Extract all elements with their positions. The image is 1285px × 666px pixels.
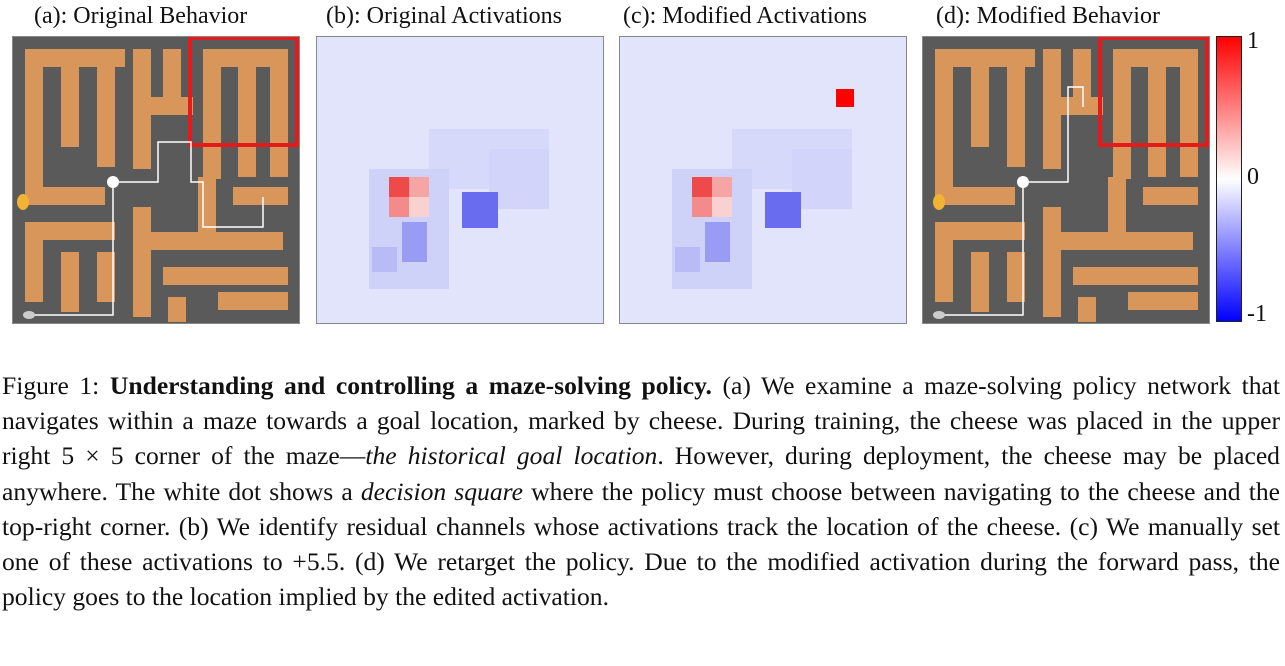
historical-goal-box-d: [1098, 37, 1209, 147]
maze-d-svg: [923, 37, 1209, 323]
heatmap-c-svg: [620, 37, 906, 323]
panel-c-title: (c): Modified Activations: [623, 3, 867, 29]
panel-b-title: (b): Original Activations: [326, 3, 562, 29]
activations-modified: [619, 36, 907, 324]
maze-corridors: [25, 49, 288, 322]
activations-original: [316, 36, 604, 324]
mouse-icon-d: [933, 311, 945, 319]
caption-emphasis-1: the historical goal location: [365, 441, 658, 471]
caption-prefix: Figure 1:: [2, 371, 110, 400]
caption-math: 5 × 5: [61, 441, 124, 471]
colorbar-max-label: 1: [1247, 28, 1259, 54]
colorbar-min-label: -1: [1247, 301, 1267, 327]
caption-emphasis-2: decision square: [360, 476, 524, 506]
figure-caption: Figure 1: Understanding and controlling …: [2, 368, 1280, 614]
caption-text-3: . However, during deployment, the cheese…: [2, 441, 1280, 506]
heatmap-b-cells: [369, 129, 549, 289]
agent-trajectory: [25, 141, 264, 316]
colorbar-mid-label: 0: [1247, 164, 1259, 190]
cheese-icon: [17, 194, 29, 210]
caption-text-2: corner of the maze—: [123, 441, 366, 471]
mouse-icon: [23, 311, 35, 319]
cheese-icon-d: [933, 194, 945, 210]
agent-trajectory-d: [935, 86, 1084, 316]
caption-title: Understanding and controlling a maze-sol…: [109, 371, 712, 400]
maze-modified-behavior: [922, 36, 1210, 324]
heatmap-b-svg: [317, 37, 603, 323]
colorbar: [1216, 36, 1242, 322]
panel-a-title: (a): Original Behavior: [34, 3, 248, 29]
panel-d-title: (d): Modified Behavior: [936, 3, 1160, 29]
edited-activation-cell: [836, 89, 854, 107]
decision-square-dot: [107, 176, 119, 188]
maze-a-svg: [13, 37, 299, 323]
maze-original-behavior: [12, 36, 300, 324]
maze-d-corridors: [935, 49, 1198, 322]
caption-text-1: (a) We examine a maze-solving policy net…: [2, 371, 1280, 471]
historical-goal-box: [188, 37, 299, 147]
heatmap-c-cells: [672, 89, 854, 289]
decision-square-dot-d: [1017, 176, 1029, 188]
caption-text-4: where the policy must choose between nav…: [2, 476, 1280, 612]
